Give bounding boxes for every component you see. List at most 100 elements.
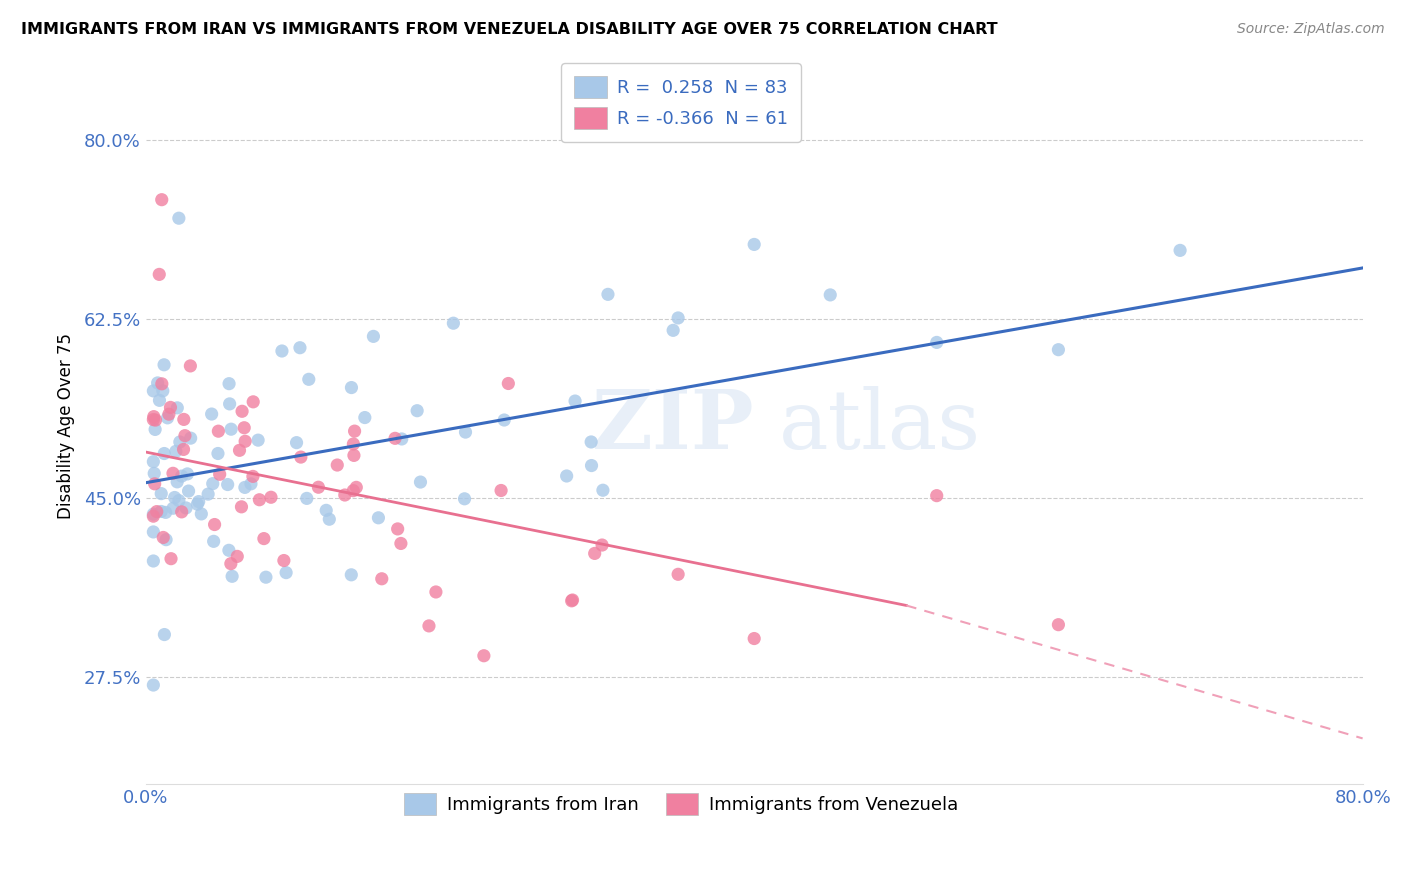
Point (231, 500, 253, 514)
Point (219, 422, 242, 436)
Point (583, 546, 606, 560)
Point (231, 404, 253, 418)
Point (1047, 617, 1070, 632)
Text: atlas: atlas (779, 386, 980, 467)
Point (142, 678, 165, 692)
Point (152, 531, 174, 545)
Point (494, 413, 516, 427)
Point (581, 458, 603, 473)
Point (157, 407, 180, 421)
Point (150, 486, 173, 500)
Text: Source: ZipAtlas.com: Source: ZipAtlas.com (1237, 22, 1385, 37)
Point (176, 467, 198, 481)
Point (472, 648, 495, 663)
Point (247, 433, 270, 447)
Point (187, 494, 209, 508)
Point (173, 412, 195, 426)
Point (371, 572, 394, 586)
Point (142, 554, 165, 568)
Point (142, 507, 165, 521)
Point (169, 434, 191, 449)
Point (260, 490, 283, 504)
Point (142, 384, 165, 398)
Point (142, 509, 165, 524)
Point (389, 536, 412, 550)
Point (318, 512, 340, 526)
Point (165, 444, 187, 458)
Point (342, 437, 364, 451)
Point (163, 491, 186, 505)
Point (174, 500, 197, 515)
Point (143, 476, 166, 491)
Text: IMMIGRANTS FROM IRAN VS IMMIGRANTS FROM VENEZUELA DISABILITY AGE OVER 75 CORRELA: IMMIGRANTS FROM IRAN VS IMMIGRANTS FROM … (21, 22, 998, 37)
Point (142, 409, 165, 424)
Point (591, 538, 613, 552)
Point (384, 431, 406, 445)
Point (353, 410, 375, 425)
Point (233, 480, 256, 494)
Point (207, 424, 229, 438)
Point (177, 484, 200, 499)
Point (228, 443, 250, 458)
Point (555, 469, 578, 483)
Point (217, 477, 239, 491)
Point (180, 431, 202, 445)
Legend: Immigrants from Iran, Immigrants from Venezuela: Immigrants from Iran, Immigrants from Ve… (392, 781, 969, 825)
Y-axis label: Disability Age Over 75: Disability Age Over 75 (58, 334, 75, 519)
Point (143, 467, 166, 481)
Point (159, 401, 181, 415)
Point (197, 487, 219, 501)
Point (290, 450, 312, 464)
Point (242, 394, 264, 409)
Point (326, 458, 349, 472)
Point (142, 524, 165, 539)
Point (387, 522, 409, 536)
Point (218, 376, 240, 391)
Point (207, 446, 229, 460)
Point (142, 412, 165, 426)
Point (367, 510, 389, 524)
Point (167, 211, 190, 226)
Point (561, 594, 583, 608)
Point (153, 627, 176, 641)
Point (166, 475, 188, 489)
Point (155, 533, 177, 547)
Text: ZIP: ZIP (592, 386, 754, 467)
Point (409, 475, 432, 489)
Point (489, 483, 512, 498)
Point (342, 483, 364, 498)
Point (288, 341, 311, 355)
Point (274, 566, 297, 580)
Point (221, 569, 243, 583)
Point (179, 359, 201, 373)
Point (596, 287, 619, 301)
Point (186, 497, 208, 511)
Point (453, 491, 475, 506)
Point (418, 619, 440, 633)
Point (170, 505, 193, 519)
Point (315, 503, 337, 517)
Point (162, 501, 184, 516)
Point (742, 632, 765, 646)
Point (454, 425, 477, 439)
Point (925, 335, 948, 350)
Point (1047, 343, 1070, 357)
Point (173, 442, 195, 457)
Point (204, 517, 226, 532)
Point (233, 421, 256, 435)
Point (333, 488, 356, 502)
Point (219, 557, 242, 571)
Point (152, 384, 174, 398)
Point (233, 434, 256, 449)
Point (146, 376, 169, 390)
Point (271, 343, 294, 358)
Point (406, 403, 429, 417)
Point (170, 469, 193, 483)
Point (273, 553, 295, 567)
Point (208, 467, 231, 482)
Point (285, 435, 308, 450)
Point (391, 432, 413, 446)
Point (253, 532, 276, 546)
Point (226, 549, 249, 564)
Point (307, 480, 329, 494)
